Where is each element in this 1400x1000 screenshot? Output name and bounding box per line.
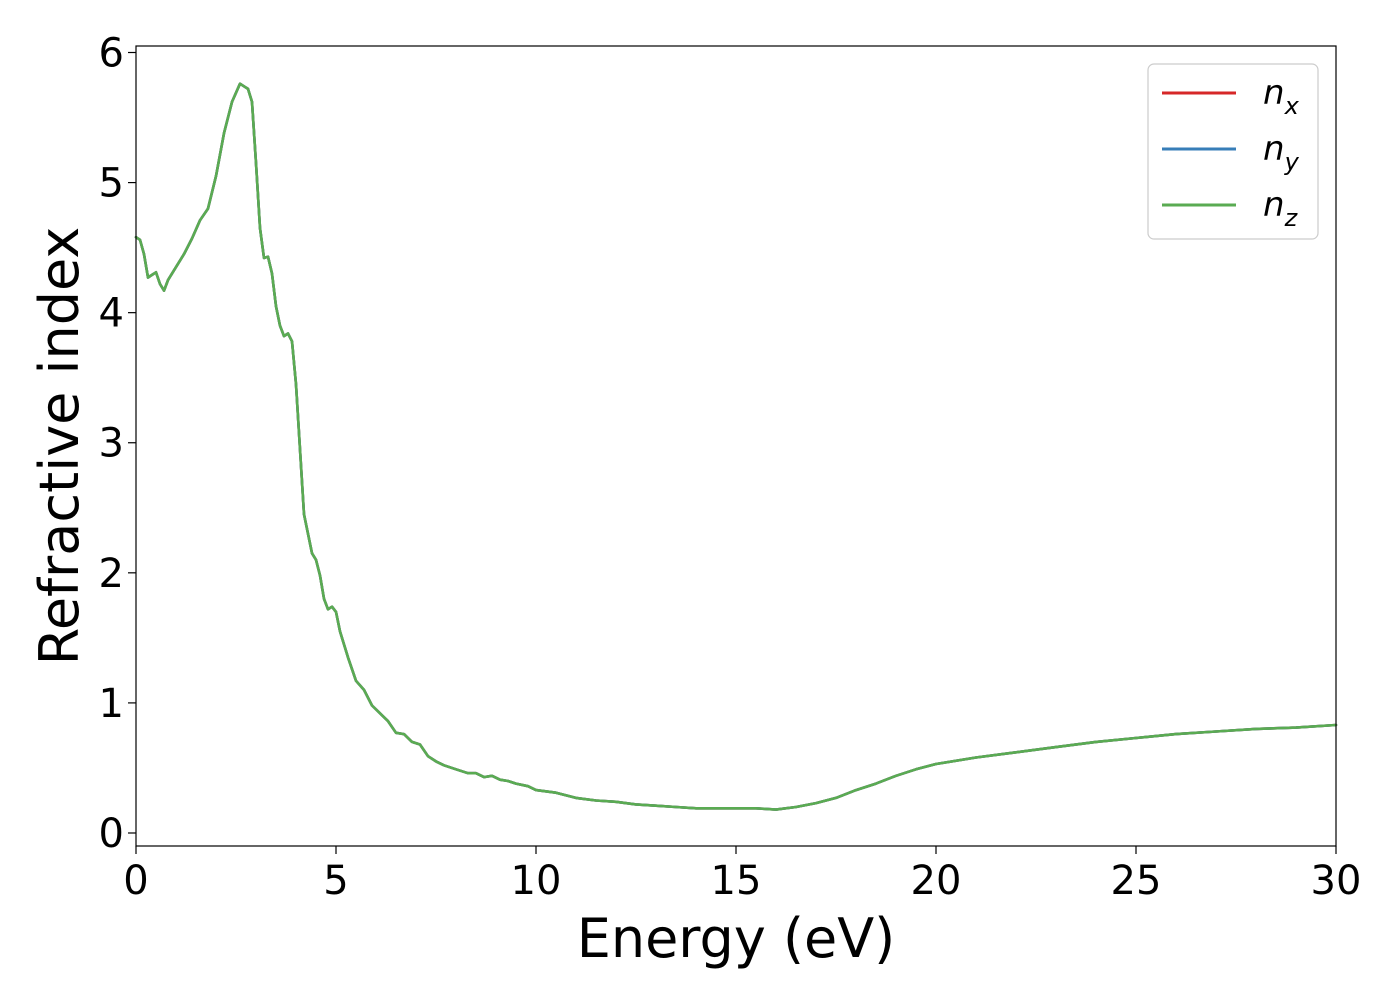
y-axis-ticks: 0 1 2 3 4 5 6 [99,31,136,857]
x-tick-label: 10 [511,858,562,904]
y-tick-label: 4 [99,291,124,337]
x-tick-label: 20 [911,858,962,904]
x-axis-title: Energy (eV) [577,907,896,970]
legend: nx ny nz [1147,63,1319,240]
y-tick-label: 5 [99,161,124,207]
y-axis-title: Refractive index [28,227,91,666]
legend-label-y: ny [1263,129,1300,176]
y-tick-label: 1 [99,681,124,727]
x-tick-label: 30 [1311,858,1362,904]
x-axis-ticks: 0 5 10 15 20 25 30 [123,846,1361,904]
series-layer [134,82,1338,811]
y-tick-label: 6 [99,31,124,77]
y-tick-label: 3 [99,421,124,467]
x-tick-label: 5 [323,858,348,904]
y-tick-label: 0 [99,811,124,857]
legend-label-z: nz [1263,185,1299,232]
x-tick-label: 25 [1111,858,1162,904]
legend-box [1147,63,1319,240]
x-tick-label: 15 [711,858,762,904]
x-tick-label: 0 [123,858,148,904]
y-tick-label: 2 [99,551,124,597]
series-line-z [134,82,1338,811]
legend-label-x: nx [1263,73,1300,120]
